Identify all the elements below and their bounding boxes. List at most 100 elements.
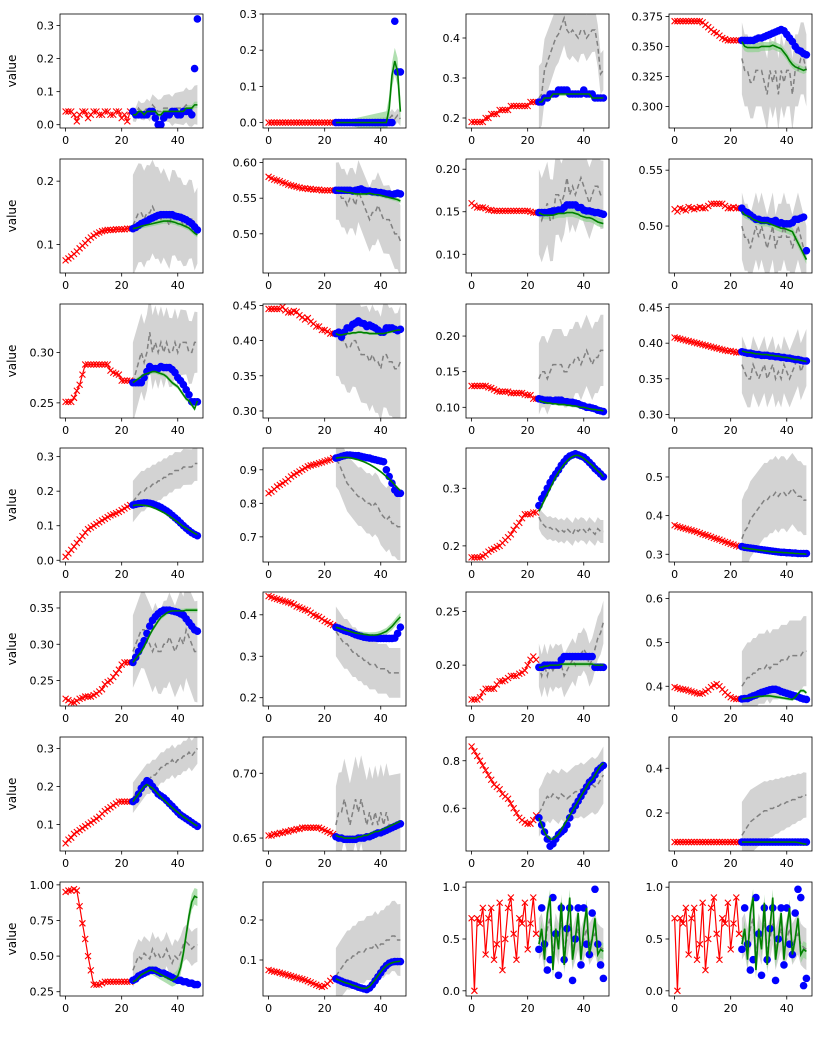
history-point xyxy=(473,554,481,561)
plot-area xyxy=(62,448,202,561)
truth-point xyxy=(396,819,405,828)
history-point xyxy=(727,838,735,846)
x-tick-label: 20 xyxy=(115,857,129,870)
truth-point xyxy=(537,904,546,912)
plot-area xyxy=(671,885,811,995)
history-line xyxy=(471,746,537,825)
history-point xyxy=(485,206,492,214)
x-tick-label: 20 xyxy=(521,134,535,147)
forecast-b-line xyxy=(335,935,401,977)
history-point xyxy=(524,510,532,518)
history-point xyxy=(529,395,537,403)
y-tick-label: 0.4 xyxy=(646,510,664,523)
y-tick-label: 0.300 xyxy=(632,100,664,113)
history-point xyxy=(468,914,475,922)
history-point xyxy=(326,119,334,126)
subplot-22: 0 20 40 0.65 0.70 xyxy=(233,736,407,870)
x-tick-label: 40 xyxy=(374,279,388,292)
axes-frame xyxy=(465,13,610,129)
history-point xyxy=(532,509,540,516)
y-tick-label: 0.5 xyxy=(646,636,664,649)
subplot-27: 0 20 40 0.0 0.5 1.0 xyxy=(443,881,610,1015)
history-point xyxy=(471,118,478,126)
history-point xyxy=(487,904,495,912)
history-point xyxy=(115,108,123,115)
x-tick-label: 20 xyxy=(115,134,129,147)
history-point xyxy=(724,37,732,44)
y-tick-label: 0.2 xyxy=(240,692,258,705)
history-point xyxy=(690,838,698,846)
history-point xyxy=(532,930,540,938)
forecast-b-line xyxy=(538,774,605,814)
plot-area xyxy=(671,772,811,851)
x-tick-label: 0 xyxy=(671,134,678,147)
y-tick-label: 0.3 xyxy=(240,650,258,663)
history-point xyxy=(115,798,123,805)
forecast-b-band xyxy=(741,772,807,851)
history-point xyxy=(112,225,120,233)
history-point xyxy=(515,389,523,397)
history-point xyxy=(693,17,701,25)
history-point xyxy=(696,838,704,846)
history-point xyxy=(65,398,72,406)
history-point xyxy=(104,361,112,368)
history-point xyxy=(90,361,98,368)
history-point xyxy=(490,685,498,693)
history-point xyxy=(487,685,495,693)
history-point xyxy=(487,110,495,118)
y-tick-label: 0.0 xyxy=(37,119,55,132)
y-tick-label: 0.7 xyxy=(240,531,258,544)
history-point xyxy=(710,894,718,901)
history-point xyxy=(501,106,509,114)
history-point xyxy=(482,685,490,693)
history-point xyxy=(270,830,278,838)
x-tick-label: 20 xyxy=(115,424,129,437)
forecast-a-line xyxy=(335,616,401,636)
subplot-11: 0 20 40 0.10 0.15 0.20 xyxy=(436,303,610,437)
history-point xyxy=(118,225,126,233)
subplot-24: 0 20 40 0.2 0.4 xyxy=(646,736,813,870)
y-tick-label: 0.3 xyxy=(37,451,55,464)
history-point xyxy=(507,389,515,397)
history-point xyxy=(501,207,509,215)
subplot-26: 0 20 40 0.1 0.2 xyxy=(240,881,407,1015)
history-point xyxy=(287,826,295,834)
y-tick-label: 0.70 xyxy=(233,767,258,780)
history-point xyxy=(679,920,687,927)
history-line xyxy=(471,511,537,558)
truth-point xyxy=(396,623,405,632)
truth-point xyxy=(390,17,399,26)
truth-point xyxy=(535,945,543,954)
history-point xyxy=(270,305,278,313)
axes-frame xyxy=(262,158,407,274)
history-point xyxy=(501,388,509,396)
y-tick-label: 0.2 xyxy=(37,485,55,498)
truth-point xyxy=(752,893,760,902)
forecast-b-band xyxy=(741,616,807,706)
history-point xyxy=(685,951,693,958)
history-point xyxy=(284,309,292,316)
forecast-b-band xyxy=(132,737,198,813)
history-point xyxy=(724,347,732,355)
y-tick-label: 0.4 xyxy=(646,680,664,693)
subplot-19: 0 20 40 0.20 0.25 xyxy=(436,591,610,725)
axes-frame xyxy=(59,158,204,274)
history-point xyxy=(84,693,92,700)
truth-point xyxy=(591,885,599,894)
history-point xyxy=(296,119,303,126)
truth-point xyxy=(543,835,552,843)
history-point xyxy=(510,526,518,534)
history-point xyxy=(510,207,518,215)
plot-area xyxy=(265,160,405,273)
history-point xyxy=(324,119,331,126)
history-point xyxy=(73,887,81,894)
y-tick-label: 0.9 xyxy=(240,464,258,477)
x-tick-label: 20 xyxy=(318,1002,332,1015)
history-point xyxy=(499,207,506,215)
history-point xyxy=(312,186,320,194)
history-point xyxy=(688,838,695,846)
history-point xyxy=(115,666,123,674)
plot-area xyxy=(265,900,405,996)
forecast-b-line xyxy=(741,354,808,382)
history-point xyxy=(87,361,95,368)
